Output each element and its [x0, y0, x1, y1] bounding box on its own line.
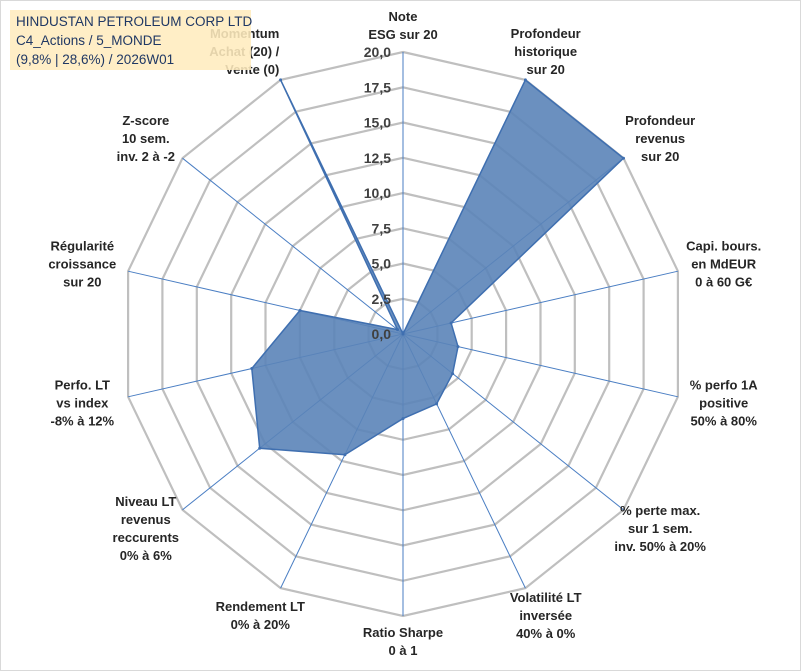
company-info-box: HINDUSTAN PETROLEUM CORP LTD C4_Actions … — [10, 10, 253, 70]
axis-label: Régularité croissance sur 20 — [48, 238, 116, 289]
axis-label: Z-score 10 sem. inv. 2 à -2 — [117, 113, 175, 164]
period-label: (9,8% | 28,6%) / 2026W01 — [16, 52, 175, 67]
axis-labels-layer: Note ESG sur 20 Profondeur historique sur 20… — [48, 9, 761, 658]
axis-label: Niveau LT revenus reccurents 0% à 6% — [113, 494, 179, 563]
category-label: C4_Actions / 5_MONDE — [16, 33, 162, 48]
axis-spoke — [182, 157, 404, 335]
tick-label: 5,0 — [372, 256, 392, 272]
tick-label: 10,0 — [364, 185, 391, 201]
series-point — [435, 402, 439, 406]
axis-label: Profondeur revenus sur 20 — [625, 113, 695, 164]
ticks-layer: 0,0 2,5 5,0 7,5 10,0 12,5 15,0 17,5 20,0 — [364, 44, 391, 342]
axis-label: % perte max. sur 1 sem. inv. 50% à 20% — [614, 503, 706, 554]
series-point — [396, 328, 399, 332]
company-name: HINDUSTAN PETROLEUM CORP LTD — [16, 14, 253, 29]
axis-label: Capi. bours. en MdEUR 0 à 60 G€ — [686, 238, 761, 289]
axis-label: Ratio Sharpe 0 à 1 — [363, 625, 443, 658]
axis-label: Volatilité LT inversée 40% à 0% — [510, 590, 582, 641]
series-point — [279, 78, 283, 82]
series-point — [622, 156, 625, 160]
tick-label: 15,0 — [364, 115, 391, 131]
axis-label: Perfo. LT vs index -8% à 12% — [51, 378, 115, 429]
series-point — [401, 332, 405, 336]
series-point — [343, 453, 347, 457]
tick-label: 2,5 — [372, 291, 392, 307]
series-point — [456, 345, 460, 349]
tick-label: 12,5 — [364, 150, 391, 166]
axis-label: Note ESG sur 20 — [368, 9, 437, 42]
tick-label: 7,5 — [372, 220, 392, 236]
tick-label: 0,0 — [372, 326, 392, 342]
axis-label: Rendement LT 0% à 20% — [216, 599, 305, 632]
axis-label: % perfo 1A positive 50% à 80% — [690, 378, 759, 429]
series-point — [401, 417, 405, 421]
axis-label: Profondeur historique sur 20 — [511, 26, 581, 77]
series-point — [298, 309, 302, 312]
tick-label: 17,5 — [364, 79, 391, 95]
series-point — [258, 446, 262, 450]
tick-label: 20,0 — [364, 44, 391, 60]
series-point — [451, 372, 455, 376]
series-area — [251, 78, 625, 456]
series-layer — [250, 78, 625, 457]
series-point — [523, 78, 527, 82]
series-point — [449, 321, 453, 325]
series-point — [250, 367, 254, 370]
